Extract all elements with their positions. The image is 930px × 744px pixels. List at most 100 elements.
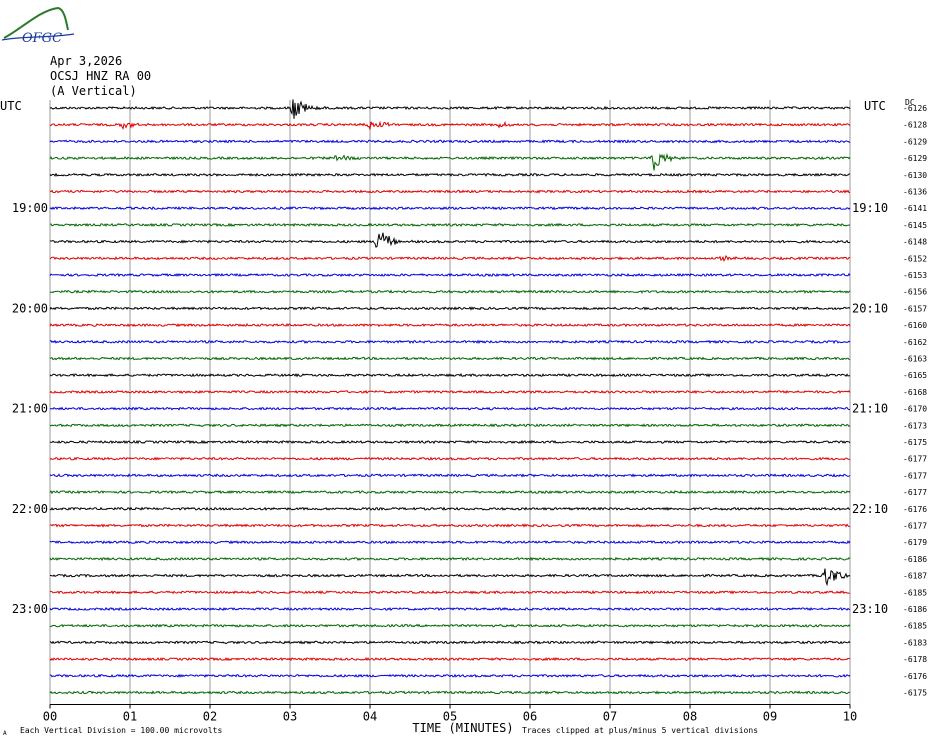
right-utc-label: UTC — [864, 99, 886, 113]
seismic-trace — [49, 606, 851, 612]
dc-offset-label: -6126 — [903, 104, 927, 113]
dc-offset-label: -6165 — [903, 371, 927, 380]
dc-offset-label: -6176 — [903, 672, 927, 681]
footer-scale-note: Each Vertical Division = 100.00 microvol… — [20, 726, 222, 735]
x-tick-label: 01 — [123, 710, 137, 724]
right-time-label: 21:10 — [852, 402, 888, 416]
left-time-label: 20:00 — [12, 301, 48, 315]
seismic-trace — [49, 372, 851, 378]
x-tick-label: 10 — [843, 710, 857, 724]
seismic-trace — [49, 272, 851, 278]
dc-offset-label: -6153 — [903, 271, 927, 280]
seismic-trace — [49, 339, 851, 345]
left-time-label: 22:00 — [12, 502, 48, 516]
dc-offset-label: -6173 — [903, 421, 927, 430]
seismic-trace — [49, 389, 851, 395]
seismic-trace — [49, 423, 851, 428]
dc-offset-label: -6177 — [903, 522, 927, 531]
dc-offset-label: -6168 — [903, 388, 927, 397]
seismic-trace — [49, 222, 851, 228]
seismic-trace — [49, 99, 851, 119]
seismic-trace — [49, 306, 851, 311]
dc-offset-label: -6177 — [903, 488, 927, 497]
seismic-trace — [49, 139, 851, 144]
dc-offset-label: -6136 — [903, 188, 927, 197]
seismic-trace — [49, 590, 851, 595]
seismic-trace — [49, 172, 851, 177]
seismic-trace — [49, 623, 851, 628]
seismic-trace — [49, 120, 851, 131]
dc-offset-label: -6177 — [903, 471, 927, 480]
dc-offset-label: -6187 — [903, 572, 927, 581]
dc-offset-label: -6163 — [903, 355, 927, 364]
seismic-trace — [49, 232, 851, 248]
footer-marker: A — [3, 730, 7, 737]
left-time-label: 19:00 — [12, 201, 48, 215]
right-time-label: 19:10 — [852, 201, 888, 215]
seismic-trace — [49, 489, 851, 495]
x-tick-label: 02 — [203, 710, 217, 724]
dc-offset-label: -6185 — [903, 588, 927, 597]
seismic-trace — [49, 439, 851, 445]
dc-offset-label: -6185 — [903, 622, 927, 631]
seismic-trace — [49, 540, 851, 545]
x-tick-label: 00 — [43, 710, 57, 724]
dc-offset-label: -6176 — [903, 505, 927, 514]
dc-offset-label: -6157 — [903, 304, 927, 313]
x-tick-label: 04 — [363, 710, 377, 724]
seismic-trace — [50, 568, 851, 587]
dc-offset-label: -6130 — [903, 171, 927, 180]
dc-offset-label: -6175 — [903, 438, 927, 447]
seismic-trace — [49, 473, 851, 478]
dc-offset-label: -6177 — [903, 455, 927, 464]
x-tick-label: 08 — [683, 710, 697, 724]
dc-offset-label: -6141 — [903, 204, 927, 213]
dc-offset-label: -6186 — [903, 605, 927, 614]
dc-offset-label: -6128 — [903, 121, 927, 130]
footer-clip-note: Traces clipped at plus/minus 5 vertical … — [522, 726, 758, 735]
seismic-trace — [49, 189, 851, 194]
seismic-trace — [49, 205, 851, 211]
dc-offset-label: -6145 — [903, 221, 927, 230]
seismic-trace — [49, 640, 851, 645]
header-date: Apr 3,2026 — [50, 54, 123, 68]
seismic-trace — [49, 322, 851, 328]
seismic-trace — [49, 356, 850, 361]
x-axis-label: TIME (MINUTES) — [412, 721, 513, 735]
dc-column-header: DC — [905, 98, 915, 107]
seismic-trace — [49, 456, 851, 461]
right-time-label: 22:10 — [852, 502, 888, 516]
seismic-trace — [49, 289, 851, 294]
dc-offset-label: -6175 — [903, 689, 927, 698]
x-tick-label: 06 — [523, 710, 537, 724]
left-time-label: 23:00 — [12, 602, 48, 616]
header-component: (A Vertical) — [50, 84, 137, 98]
seismic-trace — [49, 556, 851, 562]
seismic-trace — [49, 406, 851, 411]
right-time-label: 23:10 — [852, 602, 888, 616]
dc-offset-label: -6156 — [903, 288, 927, 297]
seismic-trace — [49, 690, 851, 695]
dc-offset-label: -6129 — [903, 154, 927, 163]
header-station: OCSJ HNZ RA 00 — [50, 69, 152, 83]
seismic-trace — [49, 523, 850, 528]
left-time-label: 21:00 — [12, 402, 48, 416]
dc-offset-label: -6129 — [903, 137, 927, 146]
seismic-trace — [49, 153, 851, 171]
seismic-trace — [49, 506, 851, 511]
seismic-trace — [49, 673, 851, 678]
dc-offset-label: -6183 — [903, 638, 927, 647]
dc-offset-label: -6170 — [903, 405, 927, 414]
dc-offset-label: -6152 — [903, 254, 927, 263]
right-time-label: 20:10 — [852, 301, 888, 315]
x-tick-label: 03 — [283, 710, 297, 724]
dc-offset-label: -6148 — [903, 238, 927, 247]
logo-text: OFGC — [22, 31, 62, 46]
dc-offset-label: -6179 — [903, 538, 927, 547]
seismic-trace — [49, 254, 851, 262]
left-utc-label: UTC — [0, 99, 22, 113]
dc-offset-label: -6162 — [903, 338, 927, 347]
x-tick-label: 07 — [603, 710, 617, 724]
x-tick-label: 09 — [763, 710, 777, 724]
